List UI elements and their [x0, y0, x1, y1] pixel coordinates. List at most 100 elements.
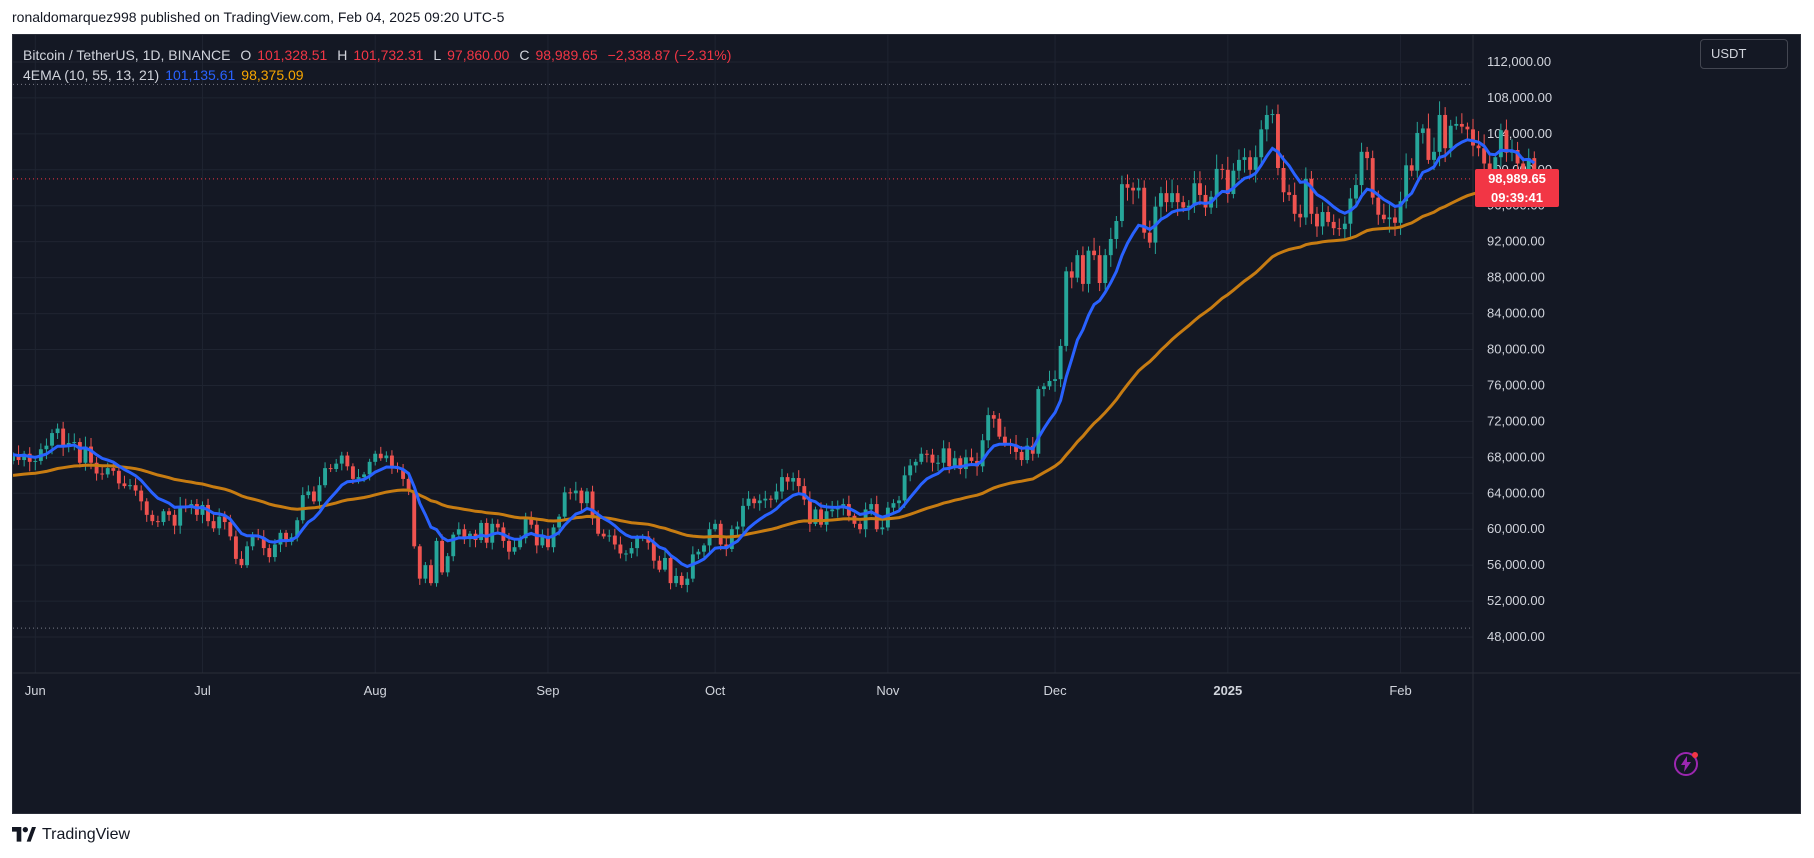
candle-body — [1393, 217, 1397, 223]
candle-body — [339, 455, 344, 464]
candle-body — [1069, 271, 1074, 278]
candle-body — [116, 470, 121, 484]
candle-body — [1175, 193, 1180, 203]
candle-body — [573, 490, 578, 494]
candle-body — [1119, 184, 1124, 222]
ohlc-row: Bitcoin / TetherUS, 1D, BINANCE O 101,328… — [23, 45, 731, 65]
candle-body — [947, 448, 952, 467]
candle-body — [1331, 221, 1336, 229]
candle-body — [1225, 169, 1230, 195]
candle-body — [562, 492, 567, 517]
candle-body — [295, 520, 300, 538]
price-chart[interactable]: 48,000.00 52,000.00 56,000.00 60,000.00 64,0… — [13, 35, 1800, 813]
indicator-title[interactable]: 4EMA (10, 55, 13, 21) — [23, 67, 160, 83]
candle-body — [1298, 213, 1303, 218]
candle-body — [969, 457, 974, 461]
candle-body — [100, 473, 105, 475]
candle-body — [278, 532, 283, 545]
candle-body — [412, 491, 417, 547]
candle-body — [1086, 250, 1091, 284]
candle-body — [679, 575, 684, 585]
candle-body — [729, 529, 734, 549]
candle-body — [13, 454, 15, 461]
candle-body — [936, 462, 940, 464]
candle-body — [161, 511, 166, 523]
candle-body — [16, 454, 21, 461]
close-label: C — [519, 47, 530, 63]
x-tick-label: Aug — [364, 683, 387, 698]
candle-body — [306, 491, 311, 496]
candle-body — [690, 554, 695, 579]
candle-body — [568, 492, 573, 494]
candle-body — [991, 415, 996, 419]
candle-body — [462, 529, 467, 540]
candle-body — [941, 448, 946, 463]
candle-body — [434, 540, 439, 584]
candle-body — [1181, 202, 1186, 208]
y-tick-label: 108,000.00 — [1487, 90, 1552, 105]
candle-body — [89, 446, 93, 463]
candle-body — [83, 446, 88, 463]
candle-body — [618, 544, 623, 554]
candle-body — [1186, 205, 1191, 208]
candle-body — [791, 478, 796, 482]
y-tick-label: 80,000.00 — [1487, 342, 1545, 357]
lightning-bolt-icon[interactable] — [1672, 750, 1700, 778]
candle-body — [1002, 436, 1007, 444]
candle-body — [1443, 114, 1448, 149]
candle-body — [1158, 193, 1163, 207]
candle-body — [384, 455, 389, 459]
candle-body — [1532, 158, 1537, 179]
chart-panel[interactable]: 48,000.00 52,000.00 56,000.00 60,000.00 64,0… — [12, 34, 1801, 814]
candle-body — [495, 523, 500, 528]
candle-body — [657, 560, 662, 570]
y-tick-label: 52,000.00 — [1487, 593, 1545, 608]
candle-body — [356, 477, 361, 479]
candle-body — [624, 553, 628, 555]
candle-body — [22, 453, 27, 461]
candle-body — [128, 485, 132, 487]
candle-body — [1337, 228, 1342, 230]
candle-body — [1482, 148, 1487, 164]
candle-body — [529, 518, 534, 525]
x-tick-label: Jul — [194, 683, 211, 698]
x-tick-label: Feb — [1389, 683, 1411, 698]
currency-button[interactable]: USDT — [1700, 39, 1788, 69]
candle-body — [880, 527, 885, 530]
candle-body — [55, 428, 60, 434]
x-tick-label: Dec — [1043, 683, 1067, 698]
candle-body — [1220, 168, 1225, 170]
candle-body — [61, 428, 66, 447]
symbol-title[interactable]: Bitcoin / TetherUS, 1D, BINANCE — [23, 47, 231, 63]
candle-body — [869, 504, 874, 510]
candle-body — [930, 454, 935, 463]
footer-brand[interactable]: TradingView — [12, 826, 130, 844]
candle-body — [1303, 178, 1308, 218]
candle-body — [1370, 158, 1375, 198]
candle-body — [1064, 271, 1069, 346]
open-value: 101,328.51 — [257, 47, 328, 63]
candle-body — [1058, 345, 1063, 380]
candle-body — [417, 546, 422, 579]
candle-body — [546, 536, 550, 548]
candle-body — [1147, 232, 1152, 243]
candle-body — [1270, 114, 1275, 116]
y-tick-label: 84,000.00 — [1487, 306, 1545, 321]
y-tick-label: 56,000.00 — [1487, 557, 1545, 572]
candle-body — [272, 544, 277, 558]
candle-body — [1420, 128, 1425, 133]
candle-body — [228, 522, 233, 537]
candle-body — [1432, 151, 1436, 160]
candle-body — [1131, 187, 1136, 191]
candle-body — [802, 486, 807, 500]
x-tick-label: Sep — [536, 683, 559, 698]
candle-body — [1203, 194, 1208, 208]
candle-body — [456, 529, 461, 535]
candle-body — [986, 415, 991, 441]
candle-body — [44, 445, 49, 450]
y-tick-label: 104,000.00 — [1487, 126, 1552, 141]
candle-body — [1125, 184, 1130, 188]
candle-body — [913, 461, 918, 466]
candle-body — [902, 475, 907, 501]
candle-body — [1097, 255, 1102, 284]
